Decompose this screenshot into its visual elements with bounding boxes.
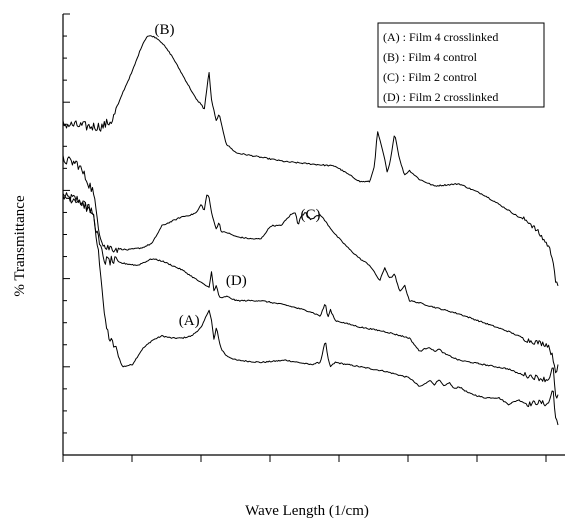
legend-entry-a: (A) : Film 4 crosslinked [383,30,498,44]
series-line-b [62,35,559,287]
legend: (A) : Film 4 crosslinked (B) : Film 4 co… [377,22,545,108]
ticks [62,13,547,462]
series-layer [62,35,559,426]
series-label-d: (D) [226,273,247,289]
series-label-a: (A) [179,313,200,329]
y-axis-title: % Transmittance [12,195,28,297]
legend-entry-d: (D) : Film 2 crosslinked [383,90,498,104]
series-label-b: (B) [155,22,175,38]
legend-box [377,22,545,108]
series-labels: (A) (B) (C) (D) [155,22,321,329]
series-label-c: (C) [301,207,321,223]
legend-entry-b: (B) : Film 4 control [383,50,478,64]
series-line-d [62,193,559,399]
legend-entry-c: (C) : Film 2 control [383,70,478,84]
x-axis-title: Wave Length (1/cm) [245,503,369,519]
series-line-a [62,192,559,426]
series-line-c [62,155,559,374]
